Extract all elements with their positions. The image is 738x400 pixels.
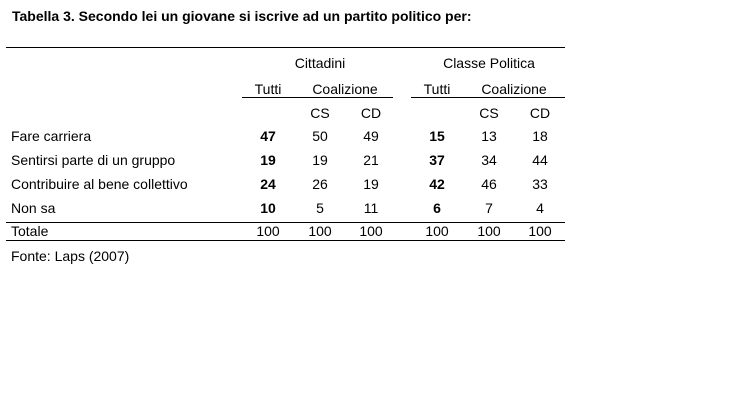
table-cell: 100: [359, 223, 383, 239]
row-label: Totale: [11, 223, 49, 239]
top-rule: [6, 47, 565, 48]
table-cell: 4: [536, 200, 544, 216]
sub-rule-classe: [411, 97, 565, 98]
row-label: Non sa: [11, 200, 56, 216]
sub-header-tutti-classe: Tutti: [423, 81, 451, 97]
table-cell: 13: [481, 128, 497, 144]
sub-header-coalizione-classe: Coalizione: [481, 81, 547, 97]
table-cell: 46: [481, 176, 497, 192]
table-cell: 44: [532, 152, 548, 168]
table-cell: 49: [363, 128, 379, 144]
table-cell: 50: [312, 128, 328, 144]
col-header-cs-cittadini: CS: [310, 105, 330, 121]
table-cell: 15: [429, 128, 445, 144]
table-cell: 24: [260, 176, 276, 192]
bottom-rule: [6, 240, 565, 241]
group-header-classe-politica: Classe Politica: [443, 55, 535, 71]
group-header-cittadini: Cittadini: [294, 55, 346, 71]
col-header-cd-cittadini: CD: [360, 105, 382, 121]
table-cell: 10: [260, 200, 276, 216]
sub-header-tutti-cittadini: Tutti: [254, 81, 282, 97]
col-header-cs-classe: CS: [479, 105, 499, 121]
table-cell: 26: [312, 176, 328, 192]
table-cell: 19: [312, 152, 328, 168]
sub-header-coalizione-cittadini: Coalizione: [312, 81, 378, 97]
table-cell: 19: [260, 152, 276, 168]
table-cell: 100: [308, 223, 332, 239]
row-label: Contribuire al bene collettivo: [11, 176, 188, 192]
table-cell: 100: [477, 223, 501, 239]
table-cell: 7: [485, 200, 493, 216]
table-cell: 6: [433, 200, 441, 216]
table-cell: 37: [429, 152, 445, 168]
row-label: Fare carriera: [11, 128, 92, 144]
table-title: Tabella 3. Secondo lei un giovane si isc…: [12, 8, 472, 24]
table-cell: 5: [316, 200, 324, 216]
table-cell: 100: [528, 223, 552, 239]
row-label: Sentirsi parte di un gruppo: [11, 152, 176, 168]
table-cell: 11: [363, 200, 379, 216]
col-header-cd-classe: CD: [529, 105, 551, 121]
table-cell: 47: [260, 128, 276, 144]
source-note: Fonte: Laps (2007): [11, 248, 130, 264]
table-cell: 34: [481, 152, 497, 168]
table-cell: 19: [363, 176, 379, 192]
sub-rule-cittadini: [242, 97, 393, 98]
totale-top-rule: [6, 222, 565, 223]
table-cell: 33: [532, 176, 548, 192]
table-cell: 42: [429, 176, 445, 192]
table-cell: 21: [363, 152, 379, 168]
table-cell: 18: [532, 128, 548, 144]
table-cell: 100: [425, 223, 449, 239]
table-cell: 100: [256, 223, 280, 239]
